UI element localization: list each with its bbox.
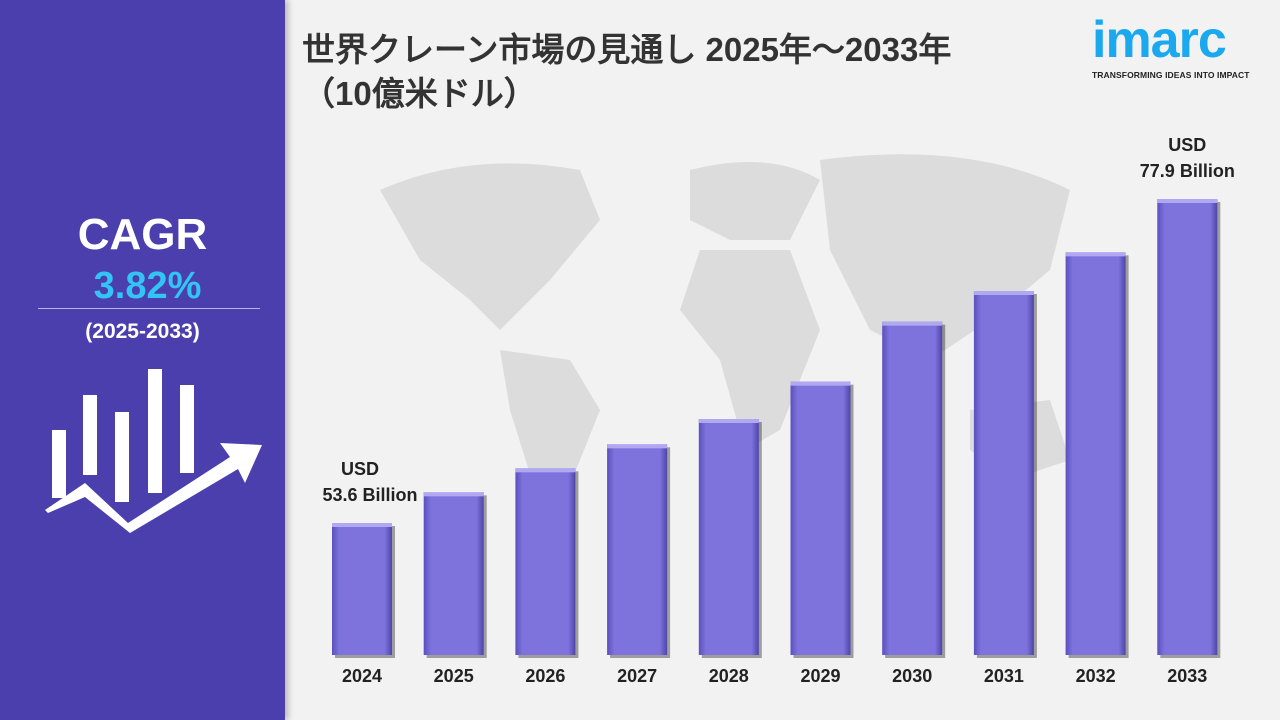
data-label-value: 53.6 Billion — [322, 485, 417, 505]
x-tick-label: 2026 — [525, 666, 565, 686]
x-tick-label: 2032 — [1076, 666, 1116, 686]
x-tick-label: 2025 — [434, 666, 474, 686]
x-tick-label: 2031 — [984, 666, 1024, 686]
bar-2031 — [973, 291, 1034, 655]
cagr-period: (2025-2033) — [85, 320, 200, 343]
x-tick-label: 2033 — [1167, 666, 1207, 686]
imarc-logo: imarc TRANSFORMING IDEAS INTO IMPACT — [1092, 10, 1250, 80]
x-tick-label: 2030 — [892, 666, 932, 686]
bar-cap — [1065, 252, 1126, 257]
bar-2033 — [1157, 199, 1218, 655]
x-tick-label: 2029 — [800, 666, 840, 686]
title-line: 世界クレーン市場の見通し 2025年～2033年 — [302, 31, 952, 68]
bar-2030 — [882, 321, 943, 655]
cagr-value: 3.82% — [93, 265, 202, 307]
bar-cap — [1157, 199, 1218, 203]
bar-cap — [790, 381, 851, 386]
bar-cap — [698, 419, 759, 423]
bar-2027 — [607, 444, 668, 655]
bar-2025 — [423, 492, 484, 655]
bar-cap — [332, 523, 392, 527]
bar-cap — [973, 291, 1034, 295]
data-label-value: 77.9 Billion — [1140, 161, 1235, 181]
x-tick-label: 2027 — [617, 666, 657, 686]
subtitle-line: （10億米ドル） — [302, 75, 537, 112]
sidebar-panel: CAGR 3.82% (2025-2033) — [0, 0, 285, 720]
bar-2024 — [332, 523, 392, 655]
x-tick-label: 2024 — [342, 666, 382, 686]
bar-2032 — [1065, 252, 1126, 656]
logo-tagline: TRANSFORMING IDEAS INTO IMPACT — [1092, 70, 1250, 80]
logo-wordmark: imarc — [1092, 11, 1227, 69]
bar-2029 — [790, 381, 851, 655]
cagr-label: CAGR — [77, 210, 208, 259]
bar-cap — [515, 468, 576, 473]
bar-chart-growth-arrow-icon — [45, 369, 262, 533]
chart-title: 世界クレーン市場の見通し 2025年～2033年 （10億米ドル） — [302, 28, 1062, 116]
data-label-unit: USD — [341, 459, 379, 479]
bar-2028 — [698, 419, 759, 655]
bar-cap — [607, 444, 668, 449]
divider — [38, 308, 260, 309]
bar-2026 — [515, 468, 576, 655]
world-map-background — [380, 154, 1070, 510]
bar-cap — [882, 321, 943, 326]
x-tick-label: 2028 — [709, 666, 749, 686]
data-label-unit: USD — [1168, 135, 1206, 155]
bar-cap — [423, 492, 484, 497]
